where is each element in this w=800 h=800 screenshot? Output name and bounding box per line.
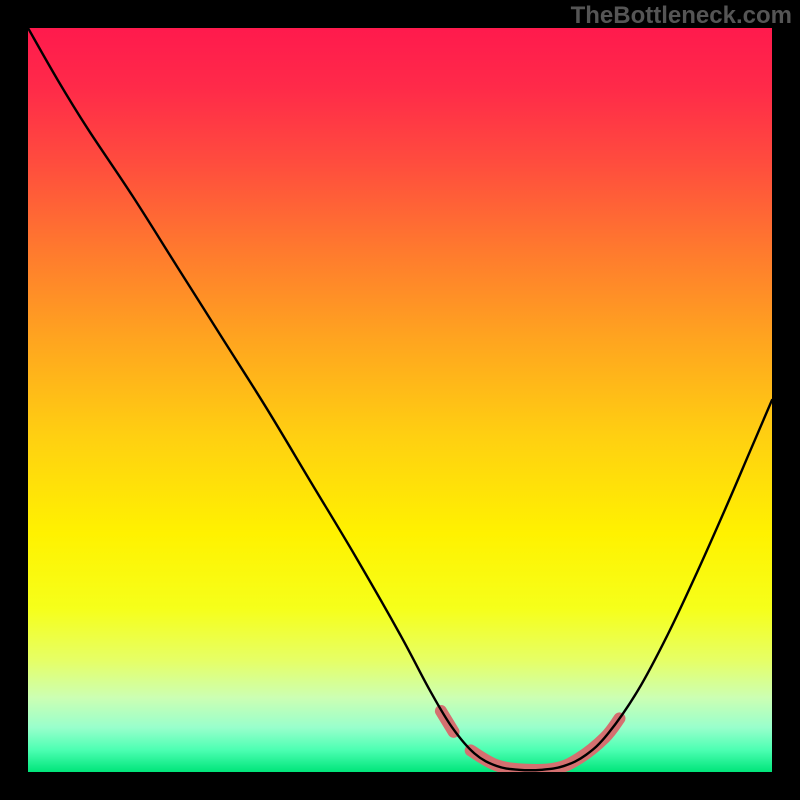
bottleneck-curve [28, 28, 772, 772]
plot-area [28, 28, 772, 772]
watermark-text: TheBottleneck.com [571, 2, 792, 30]
chart-frame: TheBottleneck.com [0, 0, 800, 800]
curve-line [28, 28, 772, 770]
